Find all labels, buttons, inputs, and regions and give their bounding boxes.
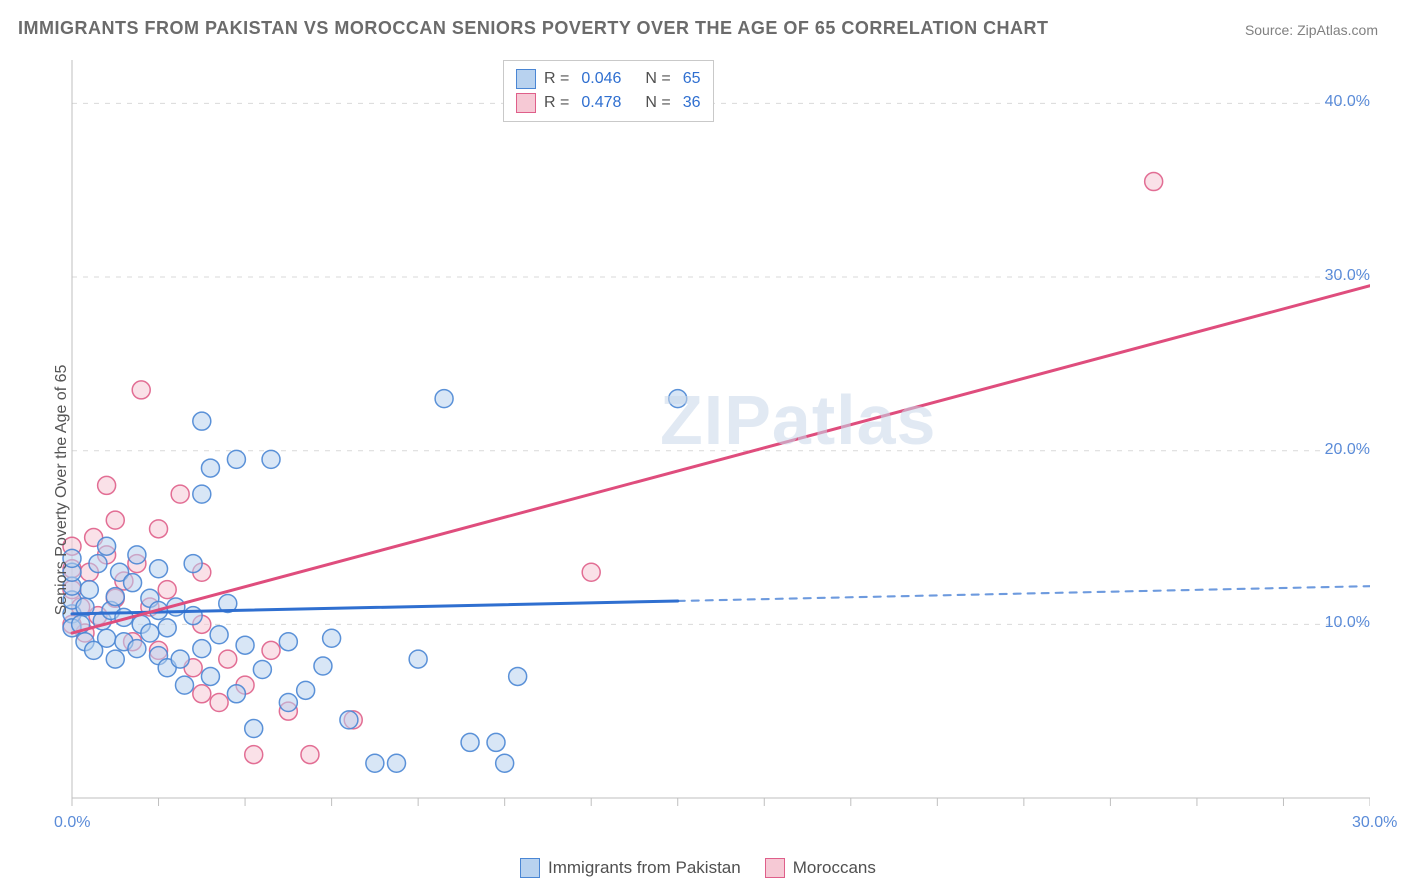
legend-swatch-icon: [765, 858, 785, 878]
legend-n-label: N =: [645, 91, 670, 115]
y-tick-label: 20.0%: [1325, 441, 1370, 459]
legend-r-value: 0.478: [581, 91, 621, 115]
legend-n-value: 65: [683, 67, 701, 91]
legend-stat-row: R = 0.046 N = 65: [516, 67, 701, 91]
page-title: IMMIGRANTS FROM PAKISTAN VS MOROCCAN SEN…: [18, 18, 1049, 39]
legend-series-label: Moroccans: [793, 858, 876, 878]
legend-r-label: R =: [544, 91, 569, 115]
legend-series: Immigrants from Pakistan Moroccans: [520, 858, 876, 878]
scatter-chart-svg: [50, 60, 1370, 828]
chart-container: Seniors Poverty Over the Age of 65 ZIPat…: [50, 60, 1370, 830]
legend-r-label: R =: [544, 67, 569, 91]
source-attribution: Source: ZipAtlas.com: [1245, 22, 1378, 38]
y-tick-label: 10.0%: [1325, 614, 1370, 632]
legend-swatch-icon: [520, 858, 540, 878]
y-tick-label: 40.0%: [1325, 93, 1370, 111]
legend-stats: R = 0.046 N = 65 R = 0.478 N = 36: [503, 60, 714, 122]
legend-series-item: Immigrants from Pakistan: [520, 858, 741, 878]
legend-r-value: 0.046: [581, 67, 621, 91]
y-axis-label: Seniors Poverty Over the Age of 65: [53, 365, 71, 616]
y-tick-label: 30.0%: [1325, 267, 1370, 285]
legend-n-label: N =: [645, 67, 670, 91]
x-tick-label: 30.0%: [1352, 814, 1397, 832]
legend-swatch-icon: [516, 93, 536, 113]
legend-series-label: Immigrants from Pakistan: [548, 858, 741, 878]
x-tick-label: 0.0%: [54, 814, 90, 832]
legend-series-item: Moroccans: [765, 858, 876, 878]
legend-swatch-icon: [516, 69, 536, 89]
legend-stat-row: R = 0.478 N = 36: [516, 91, 701, 115]
legend-n-value: 36: [683, 91, 701, 115]
